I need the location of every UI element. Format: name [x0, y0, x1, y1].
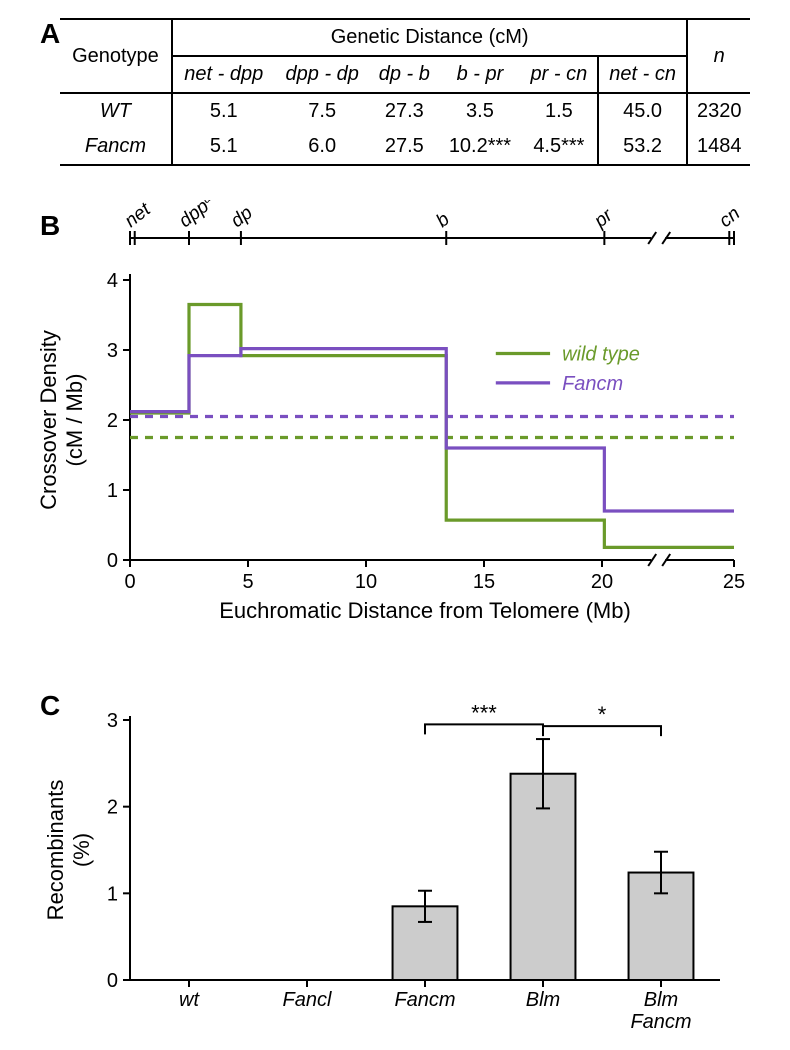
cell-value: 5.1	[172, 129, 275, 165]
svg-text:(cM / Mb): (cM / Mb)	[62, 374, 87, 467]
svg-text:0: 0	[107, 970, 118, 992]
panel-c-svg: 0123Recombinants(%)wtFanclFancmBlmBlmFan…	[0, 690, 790, 1050]
col-genotype: Genotype	[60, 19, 172, 93]
svg-text:1: 1	[107, 883, 118, 905]
cell-value: 53.2	[598, 129, 688, 165]
svg-text:1: 1	[107, 480, 118, 502]
cell-value: 1.5	[521, 93, 598, 129]
svg-text:Blm: Blm	[526, 989, 560, 1011]
panel-a-table-wrap: Genotype Genetic Distance (cM) n net - d…	[60, 18, 750, 166]
panel-b-svg: 0 1 2 3 4 0 5 10 15 20 25 Euchromatic Distance from…	[0, 200, 790, 640]
svg-text:0: 0	[124, 571, 135, 593]
svg-text:4: 4	[107, 270, 118, 292]
svg-text:b: b	[432, 209, 453, 232]
panel-a-label: A	[40, 18, 60, 50]
cell-value: 3.5	[439, 93, 521, 129]
svg-text:Euchromatic Distance from Telo: Euchromatic Distance from Telomere (Mb)	[219, 598, 631, 623]
svg-text:5: 5	[242, 571, 253, 593]
svg-text:*: *	[598, 702, 607, 727]
col-interval: pr - cn	[521, 56, 598, 93]
cell-value: 7.5	[275, 93, 370, 129]
svg-text:***: ***	[471, 700, 497, 725]
col-n: n	[687, 19, 750, 93]
col-interval: dpp - dp	[275, 56, 370, 93]
cell-n: 1484	[687, 129, 750, 165]
svg-text:cn: cn	[715, 203, 744, 232]
cell-genotype: WT	[60, 93, 172, 129]
col-interval: net - cn	[598, 56, 688, 93]
svg-text:Fancm: Fancm	[630, 1011, 691, 1033]
svg-text:3: 3	[107, 340, 118, 362]
col-interval: dp - b	[370, 56, 439, 93]
svg-text:dppd-ho: dppd-ho	[175, 200, 232, 232]
genetic-distance-table: Genotype Genetic Distance (cM) n net - d…	[60, 18, 750, 166]
svg-text:25: 25	[723, 571, 745, 593]
svg-text:Blm: Blm	[644, 989, 678, 1011]
svg-text:2: 2	[107, 797, 118, 819]
figure: A B C Genotype Genetic Distance (cM) n n…	[0, 0, 790, 1047]
svg-text:Recombinants: Recombinants	[43, 780, 68, 921]
svg-text:Fancm: Fancm	[394, 989, 455, 1011]
cell-n: 2320	[687, 93, 750, 129]
svg-text:Fancm: Fancm	[562, 373, 623, 395]
svg-text:wt: wt	[179, 989, 200, 1011]
cell-value: 10.2***	[439, 129, 521, 165]
cell-value: 5.1	[172, 93, 275, 129]
col-interval: b - pr	[439, 56, 521, 93]
svg-text:(%): (%)	[69, 833, 94, 867]
svg-text:Crossover Density: Crossover Density	[36, 330, 61, 510]
svg-text:net: net	[121, 200, 155, 232]
svg-text:wild type: wild type	[562, 344, 640, 366]
svg-text:20: 20	[591, 571, 613, 593]
svg-text:2: 2	[107, 410, 118, 432]
svg-text:3: 3	[107, 710, 118, 732]
col-group-distance: Genetic Distance (cM)	[172, 19, 688, 56]
svg-text:pr: pr	[590, 205, 618, 233]
col-interval: net - dpp	[172, 56, 275, 93]
cell-value: 27.5	[370, 129, 439, 165]
svg-text:10: 10	[355, 571, 377, 593]
svg-text:0: 0	[107, 550, 118, 572]
cell-value: 4.5***	[521, 129, 598, 165]
cell-value: 27.3	[370, 93, 439, 129]
svg-text:15: 15	[473, 571, 495, 593]
svg-text:Fancl: Fancl	[283, 989, 332, 1011]
svg-text:dp: dp	[227, 202, 257, 232]
cell-value: 45.0	[598, 93, 688, 129]
cell-genotype: Fancm	[60, 129, 172, 165]
cell-value: 6.0	[275, 129, 370, 165]
